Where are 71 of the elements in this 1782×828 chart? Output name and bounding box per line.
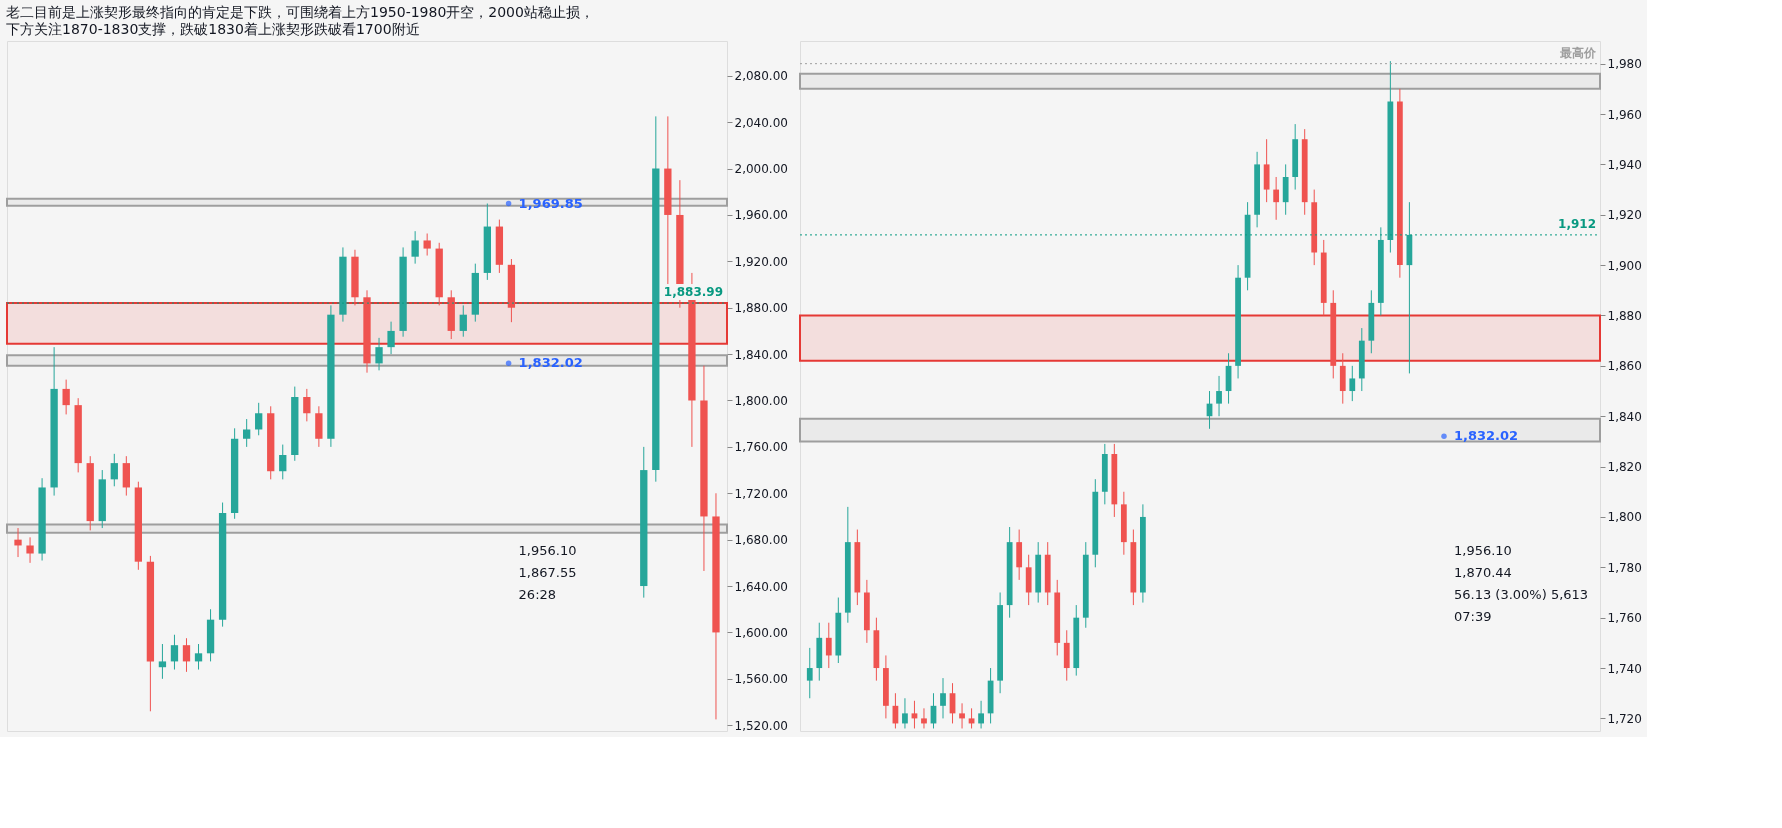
candlestick (26, 536, 34, 564)
ref-line-label: 最高价 (1559, 45, 1597, 60)
annotation: 1,832.02 (1454, 428, 1519, 444)
candlestick (940, 677, 946, 719)
y-tick-label: 1,920.00 (734, 254, 788, 269)
y-tick-label: 1,980 (1607, 57, 1642, 72)
y-tick-label: 1,960.00 (734, 208, 788, 223)
y-tick-label: 1,900 (1607, 258, 1642, 273)
candlestick (243, 418, 251, 448)
candlestick (921, 707, 927, 729)
y-tick-label: 1,800.00 (734, 394, 788, 408)
chart-title: 老二目前是上涨契形最终指向的肯定是下跌，可围绕着上方1950-1980开空，2000站稳止损， (6, 4, 594, 20)
y-tick-label: 1,600.00 (734, 625, 788, 640)
candlestick (14, 527, 22, 558)
y-tick-label: 1,840.00 (734, 347, 788, 362)
candlestick (255, 402, 263, 436)
ref-line-label: 1,883.99 (663, 285, 723, 300)
candlestick (303, 388, 311, 422)
annotation: 1,870.44 (1454, 565, 1512, 580)
annotation: 56.13 (3.00%) 5,613 (1454, 587, 1589, 602)
y-tick-label: 1,880 (1607, 308, 1642, 323)
candlestick (194, 643, 203, 671)
annotation: 1,832.02 (518, 355, 583, 371)
candlestick (387, 321, 395, 355)
chart-subtitle: 下方关注1870-1830支撑，跌破1830着上涨契形跌破看1700附近 (6, 21, 420, 37)
candlestick (1273, 176, 1280, 221)
candlestick (825, 622, 832, 669)
y-tick-label: 1,680.00 (734, 533, 788, 548)
candlestick (110, 453, 118, 487)
y-tick-label: 1,520.00 (734, 718, 788, 733)
y-tick-label: 1,760.00 (734, 440, 788, 455)
candlestick (1216, 375, 1222, 417)
candlestick (423, 233, 431, 257)
candlestick (806, 647, 813, 699)
candlestick (959, 702, 965, 729)
y-tick-label: 1,560.00 (734, 672, 788, 687)
candlestick (459, 304, 467, 338)
y-tick-label: 1,800 (1607, 510, 1642, 525)
y-tick-label: 2,040.00 (734, 115, 788, 130)
y-tick-label: 1,960 (1607, 107, 1642, 122)
annotation: 1,969.85 (518, 195, 583, 211)
y-tick-label: 2,000.00 (734, 162, 788, 177)
annotation: 1,867.55 (518, 565, 577, 580)
y-tick-label: 1,860 (1607, 359, 1642, 374)
y-tick-label: 1,720.00 (734, 486, 788, 501)
candlestick (978, 700, 984, 729)
candlestick (411, 230, 419, 265)
y-tick-label: 1,940 (1607, 157, 1642, 172)
y-tick-label: 1,640.00 (734, 579, 788, 594)
y-tick-label: 1,720 (1607, 711, 1642, 726)
annotation: 1,956.10 (1454, 543, 1512, 558)
annotation: 1,956.10 (518, 543, 577, 558)
y-tick-label: 1,740 (1607, 661, 1642, 676)
annotation: 07:39 (1454, 609, 1492, 624)
candlestick (170, 634, 179, 671)
candlestick (279, 444, 287, 480)
y-tick-label: 1,920 (1607, 208, 1642, 223)
candlestick (62, 379, 70, 415)
candlestick (182, 637, 191, 673)
ref-line-label: 1,912 (1558, 216, 1596, 231)
y-tick-label: 2,080.00 (734, 69, 788, 84)
y-tick-label: 1,780 (1607, 560, 1642, 575)
y-tick-label: 1,820 (1607, 460, 1642, 475)
y-tick-label: 1,760 (1607, 611, 1642, 626)
candlestick (158, 643, 167, 680)
y-tick-label: 1,880.00 (734, 301, 788, 316)
candlestick (375, 337, 383, 371)
y-tick-label: 1,840 (1607, 409, 1642, 424)
annotation: 26:28 (518, 587, 557, 602)
candlestick (902, 697, 908, 729)
candlestick (1349, 365, 1356, 402)
